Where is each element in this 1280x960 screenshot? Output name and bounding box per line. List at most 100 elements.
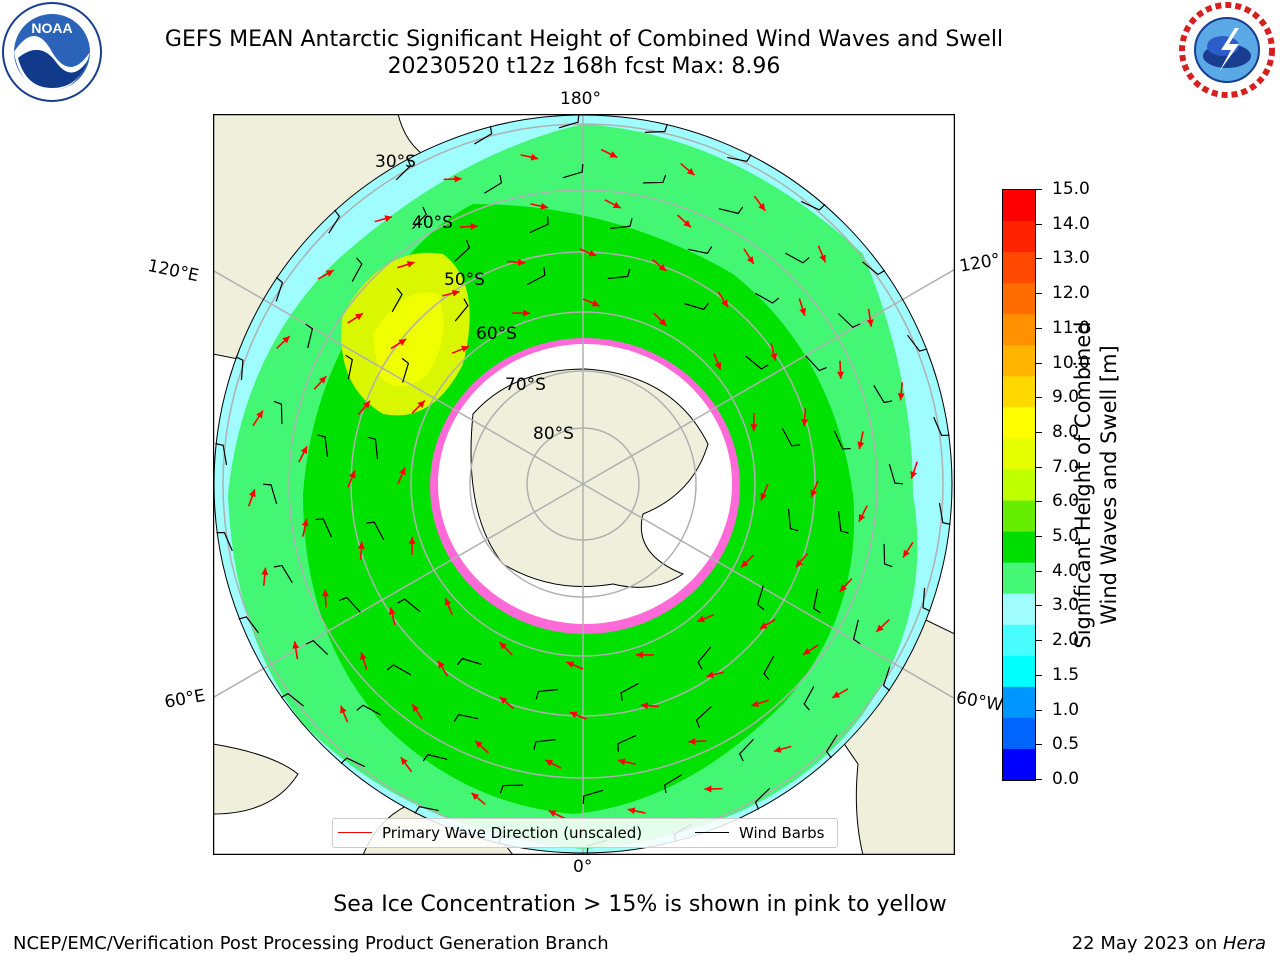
- wind-barb: [687, 246, 713, 254]
- wave-arrow-head: [903, 549, 910, 558]
- wave-arrow-head: [832, 691, 841, 698]
- colorbar-swatch: [1003, 655, 1035, 688]
- wave-arrow-head: [697, 615, 705, 623]
- wind-barb: [727, 154, 752, 162]
- wave-arrow-head: [857, 441, 865, 450]
- wind-barb: [317, 434, 329, 457]
- wind-barb: [610, 218, 633, 230]
- wind-barb: [883, 543, 893, 568]
- wave-arrow-head: [360, 652, 367, 661]
- wave-arrow-head: [282, 336, 290, 344]
- colorbar-tick-mark: [1036, 293, 1042, 295]
- colorbar-swatch: [1003, 252, 1035, 284]
- wave-arrow-head: [438, 660, 445, 669]
- wind-barb: [263, 483, 278, 505]
- colorbar-tick-label: 9.0: [1052, 387, 1080, 408]
- wave-arrow-head: [799, 307, 806, 316]
- wave-arrow-head: [261, 567, 269, 576]
- colorbar-tick-mark: [1036, 362, 1042, 364]
- wind-barb: [800, 200, 826, 211]
- colorbar-tick-label: 1.0: [1052, 699, 1080, 720]
- colorbar-tick-mark: [1036, 779, 1042, 780]
- colorbar-swatch: [1003, 562, 1035, 595]
- colorbar-swatch: [1003, 221, 1035, 253]
- colorbar-tick-mark: [1036, 570, 1042, 572]
- wave-arrow-head: [566, 661, 575, 668]
- wave-arrow-head: [612, 201, 621, 209]
- wind-barb: [907, 334, 928, 352]
- wave-arrow-head: [292, 641, 300, 649]
- wind-barb: [933, 416, 950, 437]
- wave-arrow-head: [910, 470, 917, 479]
- wave-arrow-head: [866, 319, 874, 327]
- wave-arrow-head: [721, 299, 728, 308]
- wind-barb: [238, 616, 259, 634]
- wind-barb: [340, 757, 366, 768]
- wave-arrow-head: [412, 704, 420, 712]
- wind-barb: [535, 688, 559, 700]
- wave-arrow-head: [399, 467, 406, 476]
- wind-barb: [684, 302, 710, 311]
- lat-label-60s: 60°S: [476, 324, 517, 344]
- wave-arrow-head: [545, 759, 554, 767]
- wave-arrow-head: [256, 410, 263, 419]
- credit-host: Hera: [1222, 933, 1266, 954]
- lon-label-lower-left: 60°E: [163, 685, 207, 713]
- colorbar-swatch: [1003, 593, 1035, 626]
- wave-arrow-head: [897, 392, 905, 401]
- meridian-line: [213, 269, 584, 485]
- colorbar-swatch: [1003, 686, 1035, 719]
- colorbar-tick-mark: [1036, 605, 1042, 607]
- colorbar-tick-label: 0.0: [1052, 769, 1080, 789]
- wave-arrow-head: [569, 711, 578, 719]
- wave-arrow-head: [499, 642, 507, 650]
- wind-barb: [315, 518, 333, 538]
- wave-arrow-head: [858, 513, 866, 522]
- wind-barb: [366, 521, 385, 541]
- wave-arrow-head: [759, 622, 768, 629]
- wind-barb: [825, 734, 838, 759]
- colorbar-tick-mark: [1036, 640, 1042, 642]
- wave-arrow-head: [517, 258, 526, 266]
- wind-barb: [888, 463, 903, 485]
- colorbar-tick-label: 3.0: [1052, 595, 1080, 616]
- lat-label-50s: 50°S: [444, 270, 485, 290]
- wave-arrow-head: [688, 737, 696, 745]
- wave-arrow-head: [530, 153, 539, 161]
- colorbar-swatch: [1003, 345, 1035, 377]
- wave-arrow-head: [658, 263, 667, 272]
- wave-arrow-head: [706, 671, 714, 679]
- wind-barb: [787, 508, 799, 532]
- sea-ice-footnote: Sea Ice Concentration > 15% is shown in …: [333, 892, 947, 917]
- wind-barb: [582, 789, 604, 804]
- wave-arrow-head: [348, 470, 356, 479]
- wave-arrow-head: [795, 559, 804, 568]
- noaa-logo: NOAA: [0, 0, 104, 104]
- colorbar-tick-mark: [1036, 258, 1042, 260]
- map-panel: [212, 113, 956, 856]
- wind-barb: [386, 664, 412, 676]
- wave-arrow-head: [839, 584, 848, 592]
- wind-barb: [697, 646, 712, 670]
- colorbar-tick-label: 11.0: [1052, 317, 1090, 338]
- wave-arrow-head: [801, 418, 809, 427]
- wind-barb: [533, 738, 556, 750]
- wave-arrow-head: [770, 353, 778, 361]
- wave-arrow-head: [750, 424, 758, 432]
- lat-label-30s: 30°S: [375, 152, 416, 172]
- vector-field: [215, 114, 951, 854]
- colorbar-tick-label: 8.0: [1052, 421, 1080, 442]
- wave-arrow-head: [454, 175, 462, 183]
- wind-barb: [454, 240, 471, 262]
- wind-barb: [763, 655, 775, 681]
- wave-arrow-head: [714, 362, 722, 370]
- colorbar-swatch: [1003, 190, 1035, 222]
- wind-barb: [216, 531, 233, 552]
- colorbar-swatch: [1003, 438, 1035, 470]
- colorbar-swatch: [1003, 469, 1035, 502]
- wind-barb: [275, 276, 284, 302]
- wind-barb: [273, 564, 293, 583]
- lon-label-upper-left: 120°E: [145, 256, 201, 287]
- wave-arrow-head: [523, 309, 531, 317]
- wave-arrow-head: [591, 300, 600, 307]
